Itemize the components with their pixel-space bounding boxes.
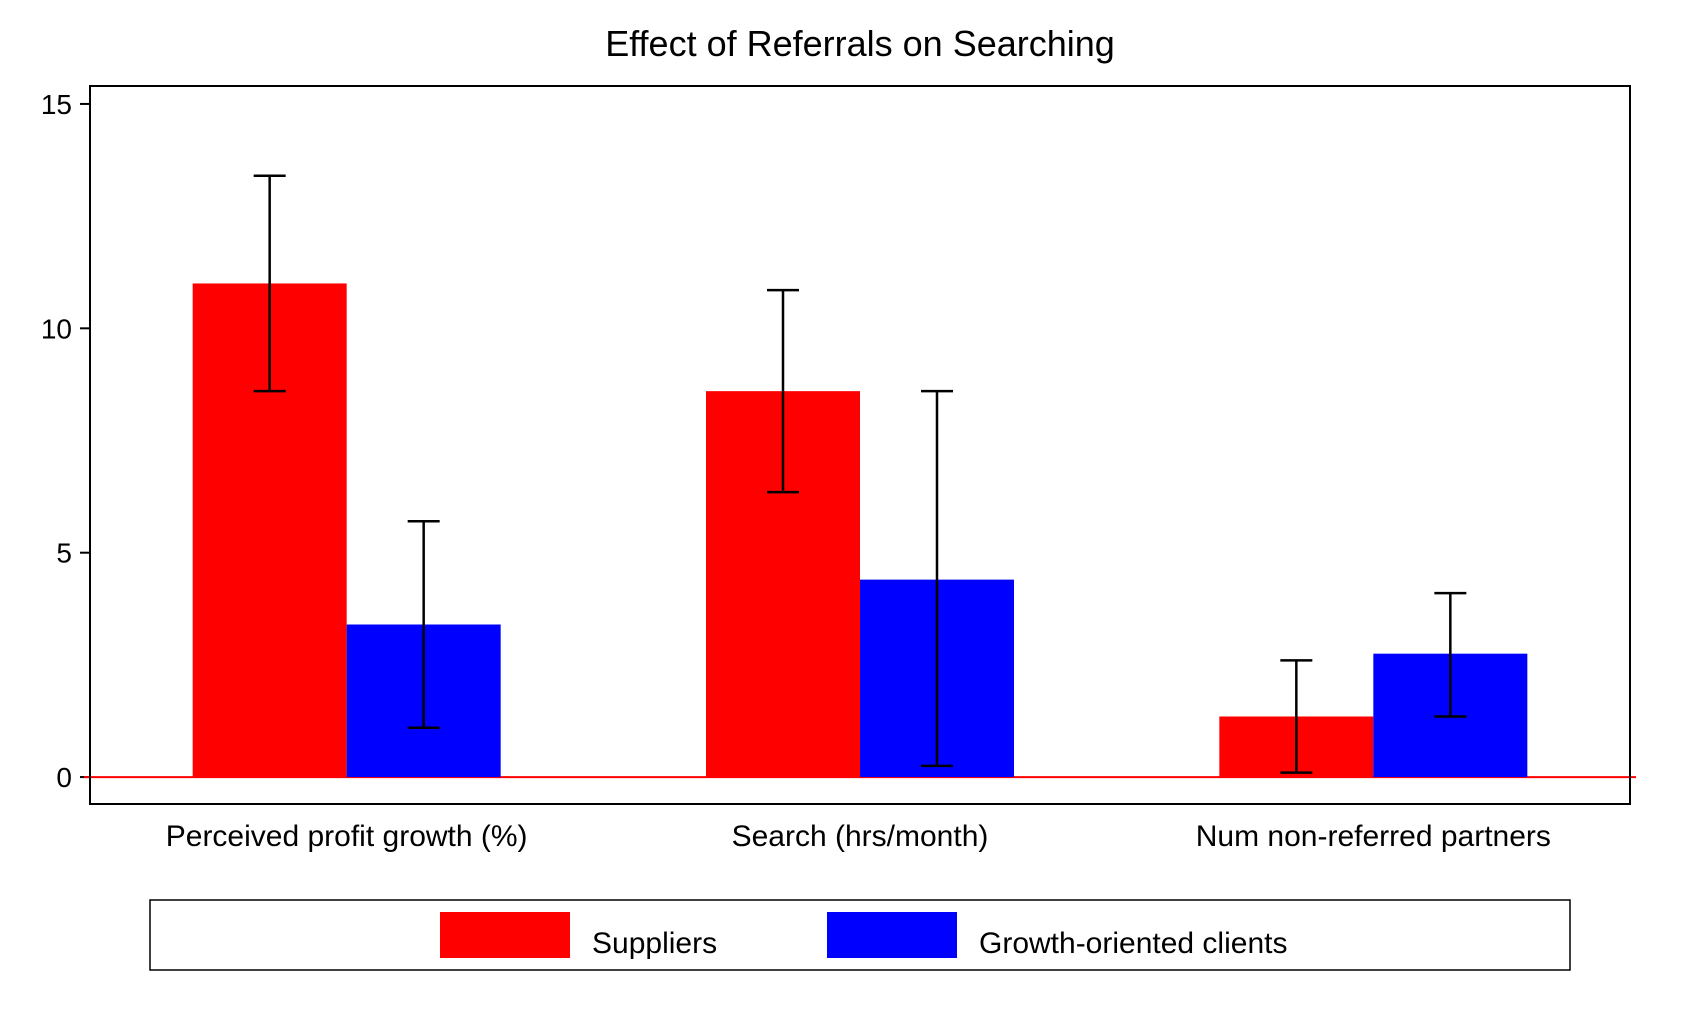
chart-svg: Effect of Referrals on Searching 0 5 10 15 Pe…: [0, 0, 1701, 1020]
ytick-label: 10: [41, 313, 72, 344]
chart-container: { "chart": { "type": "bar-with-error", "…: [0, 0, 1701, 1020]
category-label: Num non-referred partners: [1196, 820, 1551, 853]
legend-label: Suppliers: [592, 927, 717, 960]
category-label: Search (hrs/month): [732, 820, 989, 853]
chart-title: Effect of Referrals on Searching: [605, 23, 1115, 64]
legend-swatch: [440, 912, 570, 958]
ytick-label: 0: [56, 762, 72, 793]
ytick-label: 15: [41, 89, 72, 120]
category-label: Perceived profit growth (%): [166, 820, 528, 853]
legend-swatch: [827, 912, 957, 958]
legend-label: Growth-oriented clients: [979, 927, 1287, 960]
ytick-label: 5: [56, 538, 72, 569]
